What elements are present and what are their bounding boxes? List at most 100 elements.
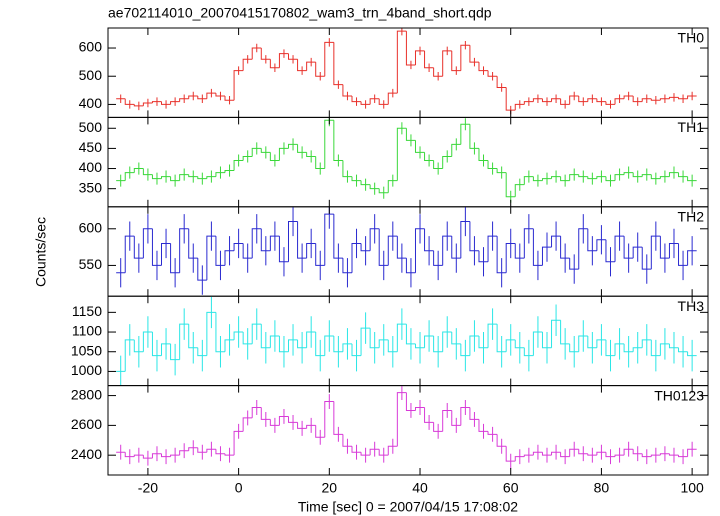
step-segment [587, 453, 597, 456]
step-segment [197, 176, 207, 180]
step-segment [378, 188, 389, 194]
step-segment [306, 152, 316, 157]
step-segment [215, 93, 226, 97]
step-segment [396, 30, 407, 94]
step-segment [605, 101, 616, 105]
step-segment [342, 258, 352, 274]
step-segment [451, 50, 461, 72]
step-segment [578, 228, 588, 270]
step-segment [242, 155, 253, 161]
step-segment [442, 331, 452, 352]
step-segment [287, 339, 298, 352]
step-segment [596, 239, 606, 251]
step-segment [433, 67, 443, 77]
step-segment [623, 343, 634, 353]
step-segment [170, 454, 180, 457]
step-segment [179, 228, 189, 273]
step-segment [369, 98, 380, 105]
step-segment [641, 247, 652, 270]
step-segment [324, 41, 334, 77]
step-segment [206, 448, 216, 453]
legend-entry: TH0123 [654, 387, 704, 403]
step-segment [351, 242, 362, 273]
step-segment [124, 235, 135, 273]
step-segment [269, 152, 280, 161]
step-segment [569, 343, 579, 353]
y-tick-label: 350 [79, 179, 103, 195]
step-segment [532, 451, 543, 456]
step-segment [487, 431, 498, 435]
step-segment [460, 343, 470, 357]
step-segment [505, 446, 516, 462]
step-segment [587, 176, 597, 180]
step-segment [242, 243, 253, 259]
step-segment [650, 235, 661, 270]
step-segment [460, 407, 470, 426]
step-segment [197, 447, 207, 453]
step-segment [269, 59, 280, 69]
step-segment [605, 452, 616, 458]
step-segment [133, 236, 144, 259]
step-segment [369, 184, 380, 190]
step-segment [142, 102, 153, 106]
y-tick-label: 600 [79, 219, 103, 235]
step-segment [605, 239, 616, 263]
step-segment [260, 228, 271, 252]
step-segment [315, 243, 325, 266]
step-segment [260, 48, 271, 60]
step-segment [469, 124, 479, 149]
step-segment [596, 339, 606, 348]
step-segment [424, 407, 434, 423]
step-segment [678, 172, 688, 178]
step-segment [306, 424, 316, 429]
step-segment [315, 332, 325, 357]
step-segment [260, 407, 271, 420]
step-segment [233, 430, 244, 456]
chart-title: ae702114010_20070415170802_wam3_trn_4ban… [108, 5, 492, 21]
step-segment [278, 335, 289, 353]
step-segment [569, 95, 579, 105]
step-segment [378, 449, 389, 456]
step-segment [505, 339, 516, 352]
step-segment [523, 101, 534, 105]
step-segment [424, 50, 434, 69]
step-segment [678, 97, 688, 100]
step-segment [514, 184, 525, 197]
step-segment [551, 176, 561, 179]
step-segment [306, 61, 316, 71]
step-segment [650, 98, 661, 101]
step-segment [260, 148, 271, 153]
x-tick-label: 100 [680, 480, 704, 496]
step-segment [532, 176, 543, 182]
step-segment [614, 343, 625, 356]
step-segment [179, 323, 189, 360]
step-segment [505, 242, 516, 273]
step-segment [278, 415, 289, 426]
step-segment [197, 258, 207, 281]
x-tick-label: 80 [594, 480, 610, 496]
step-segment [659, 236, 670, 259]
y-tick-label: 500 [79, 119, 103, 135]
step-segment [342, 434, 352, 447]
step-segment [161, 343, 171, 356]
step-segment [387, 339, 398, 353]
step-segment [532, 98, 543, 102]
step-segment [478, 419, 489, 432]
step-segment [333, 120, 343, 161]
step-segment [133, 339, 144, 353]
step-segment [442, 235, 452, 266]
step-segment [605, 339, 616, 357]
step-segment [478, 148, 489, 161]
step-segment [523, 347, 534, 357]
step-segment [251, 323, 262, 344]
step-segment [151, 228, 162, 266]
step-segment [460, 44, 470, 71]
step-segment [224, 95, 235, 101]
x-tick-label: 20 [322, 480, 338, 496]
step-segment [541, 452, 552, 456]
step-segment [578, 174, 588, 178]
step-segment [351, 95, 362, 103]
step-segment [641, 174, 652, 177]
step-segment [233, 242, 244, 251]
step-segment [433, 422, 443, 432]
